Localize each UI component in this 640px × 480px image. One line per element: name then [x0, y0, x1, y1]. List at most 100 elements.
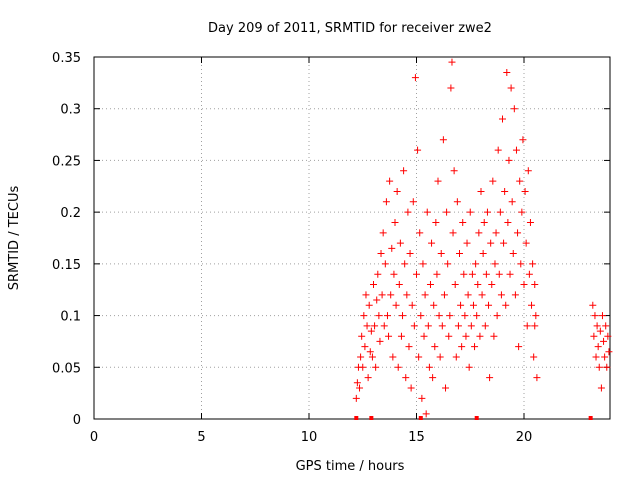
data-point	[495, 270, 503, 278]
y-tick-label: 0	[73, 413, 81, 428]
data-point	[519, 136, 527, 144]
data-point	[393, 187, 401, 195]
data-point	[591, 312, 599, 320]
data-point	[429, 374, 437, 382]
data-point	[405, 343, 413, 351]
data-point	[494, 146, 502, 154]
data-point	[425, 363, 433, 371]
data-point	[353, 379, 361, 387]
data-point	[396, 239, 404, 247]
data-point	[600, 337, 608, 345]
data-point	[420, 332, 428, 340]
data-point	[596, 327, 604, 335]
data-point	[366, 348, 374, 356]
data-point	[512, 146, 520, 154]
data-point	[459, 218, 467, 226]
data-point	[515, 343, 523, 351]
data-point	[496, 208, 504, 216]
data-point	[463, 239, 471, 247]
y-axis-label: SRMTID / TECUs	[7, 186, 22, 291]
data-point	[386, 177, 394, 185]
gap-marker	[354, 416, 359, 420]
data-point	[399, 312, 407, 320]
data-point	[365, 301, 373, 309]
data-point	[473, 312, 481, 320]
data-point	[416, 229, 424, 237]
y-tick-label: 0.1	[60, 310, 81, 325]
data-point	[487, 239, 495, 247]
data-point	[394, 363, 402, 371]
data-point	[499, 115, 506, 123]
data-point	[362, 291, 370, 299]
data-point	[450, 167, 458, 175]
data-point	[451, 281, 459, 289]
data-point	[518, 208, 526, 216]
data-point	[493, 312, 501, 320]
data-point	[357, 353, 365, 361]
x-axis-ticks: 0 5 10 15 20	[90, 57, 532, 445]
y-tick-label: 0.05	[52, 361, 81, 376]
data-point	[383, 312, 391, 320]
data-point	[406, 250, 414, 258]
data-point	[430, 301, 438, 309]
data-point	[453, 198, 461, 206]
data-point	[444, 260, 452, 268]
data-point	[503, 69, 511, 77]
data-point	[604, 332, 612, 340]
data-point	[524, 167, 532, 175]
data-point	[435, 312, 443, 320]
data-point	[491, 260, 499, 268]
data-point	[375, 312, 383, 320]
data-point	[516, 177, 524, 185]
data-point	[400, 167, 408, 175]
data-point	[438, 322, 446, 330]
data-point	[529, 260, 537, 268]
y-tick-label: 0.2	[60, 206, 81, 221]
data-point	[411, 74, 419, 82]
data-point	[446, 312, 454, 320]
data-point	[392, 301, 400, 309]
data-point	[397, 332, 405, 340]
data-point	[368, 353, 376, 361]
data-point	[476, 332, 484, 340]
data-point	[409, 198, 417, 206]
data-point	[462, 332, 470, 340]
data-point	[380, 322, 388, 330]
data-point	[432, 218, 440, 226]
data-point	[419, 260, 427, 268]
data-point	[501, 187, 509, 195]
grid-lines	[94, 57, 610, 419]
data-point	[533, 374, 541, 382]
data-point	[391, 218, 399, 226]
data-point	[418, 394, 426, 402]
data-point	[457, 301, 465, 309]
data-point	[475, 229, 483, 237]
data-point	[371, 322, 379, 330]
data-point	[510, 105, 518, 113]
data-point	[489, 177, 497, 185]
data-point	[381, 260, 389, 268]
data-point	[388, 244, 396, 252]
data-point	[373, 296, 381, 304]
x-axis-label: GPS time / hours	[296, 459, 405, 474]
data-point	[530, 353, 538, 361]
data-point	[521, 187, 529, 195]
data-point	[379, 229, 387, 237]
data-point	[431, 343, 439, 351]
x-tick-label: 20	[516, 430, 533, 445]
data-point	[415, 353, 423, 361]
data-point	[486, 374, 494, 382]
data-point	[465, 363, 473, 371]
data-point	[598, 312, 606, 320]
data-point	[359, 363, 367, 371]
data-point	[466, 208, 474, 216]
data-point	[442, 384, 450, 392]
data-point	[413, 270, 420, 278]
data-point	[422, 410, 430, 418]
data-point	[402, 374, 410, 382]
data-point	[504, 218, 512, 226]
data-point	[436, 353, 444, 361]
data-point	[417, 312, 425, 320]
gap-markers	[354, 416, 593, 420]
data-point	[387, 291, 395, 299]
